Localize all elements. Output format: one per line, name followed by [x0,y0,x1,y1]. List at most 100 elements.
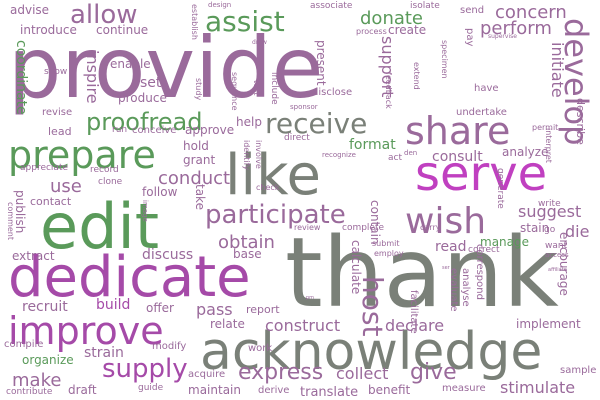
word-review: review [294,223,321,232]
word-base: base [233,247,262,261]
word-associate: associate [310,1,353,11]
word-suggest: suggest [518,202,582,221]
word-record: record [90,165,119,175]
word-identify: identify [242,140,251,171]
word-enable: enable [110,57,151,71]
word-assist: assist [205,5,285,38]
word-test: test [252,80,261,96]
word-check: check [256,183,280,192]
word-access: access [545,251,569,259]
word-extract: extract [12,249,55,263]
word-like: like [225,143,322,208]
word-declare: declare [385,316,445,335]
word-recruit: recruit [22,299,68,315]
word-draft: draft [68,383,97,397]
word-establish: establish [190,4,199,40]
word-receive: receive [265,107,368,140]
word-compile: compile [4,339,44,350]
word-grant: grant [183,153,216,167]
word-complete: complete [342,223,385,233]
word-discuss: discuss [142,247,194,263]
word-den: den [404,149,418,157]
word-organize: organize [22,353,74,367]
word-go: go [544,225,556,235]
word-construct: construct [265,316,341,335]
word-participate: participate [205,200,346,230]
word-translate: translate [300,385,359,400]
word-describe: describe [574,98,587,145]
word-offer: offer [146,301,174,315]
word-improve: improve [8,309,164,353]
word-contact: contact [30,195,72,208]
word-guide: guide [138,383,164,393]
word-dedicate: dedicate [8,245,251,310]
word-disclose: disclose [312,87,353,98]
word-recognize: recognize [322,151,356,159]
word-implement: implement [516,317,581,331]
word-work: work [248,343,273,354]
word-derive: derive [258,385,290,396]
word-contribute: contribute [6,387,53,397]
word-draw: draw [252,39,267,46]
word-correct: correct [468,245,500,255]
word-want: want [545,241,568,251]
word-maintain: maintain [188,383,241,397]
word-set: set [140,75,162,91]
word-format: format [349,137,396,153]
word-follow: follow [142,185,178,199]
word-lead: lead [48,125,72,138]
word-collect: collect [336,364,389,383]
word-extend: extend [412,62,421,90]
word-acknowledge: acknowledge [200,322,543,382]
word-appreciate: appreciate [20,163,69,173]
word-consult: consult [432,149,483,165]
word-coordinate: coordinate [13,40,29,115]
word-have: have [474,83,499,94]
word-run: run [112,125,128,135]
word-donate: donate [360,8,424,29]
word-die: die [565,222,590,241]
word-relate: relate [210,317,245,331]
word-produce: produce [118,91,167,105]
word-revise: revise [42,107,73,118]
word-design: design [208,1,232,9]
word-act: act [388,153,402,163]
word-read: read [435,239,467,255]
word-study: study [194,78,203,101]
word-feedback: feedback [384,72,393,109]
word-conceive: conceive [132,125,177,136]
word-initiate: initiate [548,42,567,98]
word-proofread: proofread [86,108,203,136]
word-direct: direct [284,133,310,143]
word-sequence: sequence [230,72,239,111]
word-approve: approve [185,123,235,137]
word-stimulate: stimulate [500,378,576,397]
word-involve: involve [254,140,263,169]
word-supply: supply [102,354,188,384]
word-advise: advise [10,3,50,17]
word-comment: comment [6,202,15,241]
word-take: take [193,184,207,210]
word-measure: measure [442,383,486,394]
word-serve: serve [415,146,548,202]
word-provide: provide [8,19,324,117]
word-correspond: correspond [474,244,485,300]
word-isolate: isolate [410,1,440,11]
word-pm: pm [306,295,315,301]
word-benefit: benefit [368,383,411,397]
word-introduce: introduce [20,23,77,37]
word-sponsor: sponsor [290,103,318,111]
word-permit: permit [532,123,559,132]
word-stain: stain [520,221,550,235]
word-strain: strain [84,345,124,361]
word-give: give [410,360,457,385]
word-report: report [246,303,280,316]
word-use: use [50,176,82,197]
word-perform: perform [480,18,552,39]
word-wish: wish [405,201,487,242]
word-employ: employ [374,249,404,258]
word-publish: publish [13,190,27,234]
word-image: image [141,200,149,222]
word-show: show [44,67,68,77]
word-pass: pass [196,300,233,319]
